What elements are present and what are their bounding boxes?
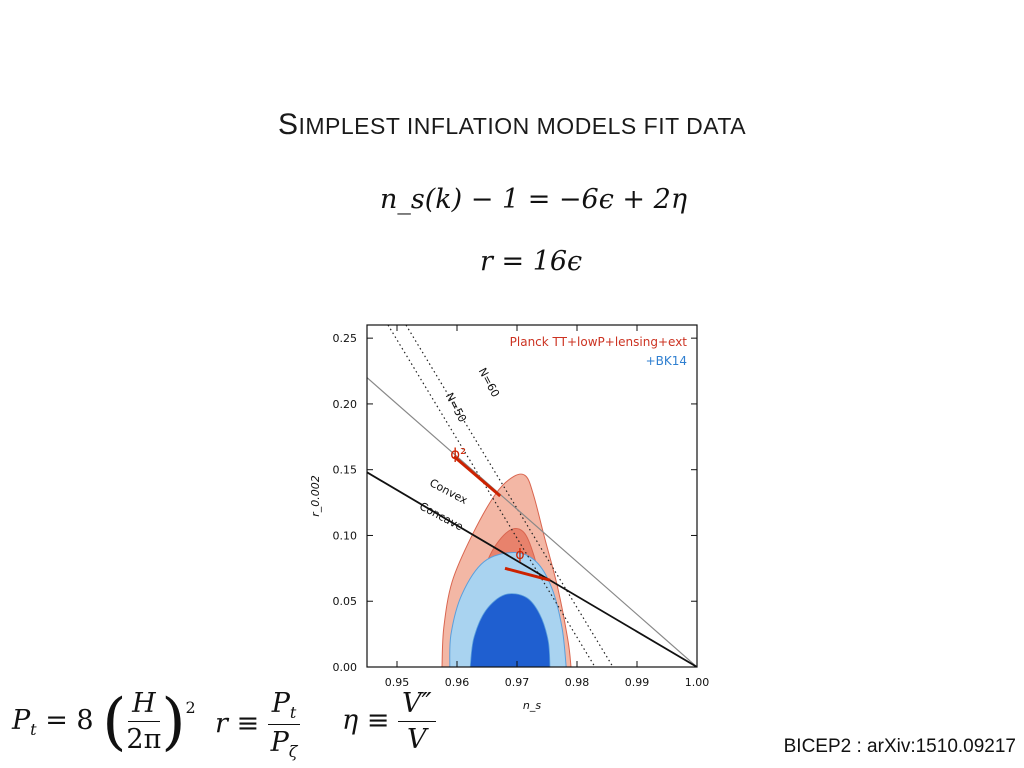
equation-tensor-ratio: r = 16ϵ xyxy=(480,246,583,277)
pt-lhs-sub: t xyxy=(30,720,37,739)
pt-den: 2π xyxy=(126,724,162,755)
phi-label: ϕ xyxy=(515,547,524,563)
eta-fraction: V″ V xyxy=(397,688,436,755)
y-tick-label: 0.25 xyxy=(333,332,358,345)
y-tick-label: 0.20 xyxy=(333,398,358,411)
n50-dotted-line xyxy=(387,325,596,667)
x-tick-label: 0.98 xyxy=(565,676,590,689)
convex-concave-boundary-line xyxy=(367,471,697,667)
formula-row: Pt = 8 (H 2π)2 r ≡ Pt Pζ η ≡ V″ V xyxy=(12,682,482,762)
citation: BICEP2 : arXiv:1510.09217 xyxy=(783,736,1016,757)
eta-num: V″ xyxy=(397,688,436,722)
r-num-sub: t xyxy=(289,703,297,722)
y-axis-label: r_0.002 xyxy=(309,475,322,517)
concave-label: Concave xyxy=(417,500,465,534)
formula-r-def: r ≡ Pt Pζ xyxy=(215,688,301,761)
r-den: P xyxy=(270,727,289,758)
formula-eta-def: η ≡ V″ V xyxy=(342,688,436,755)
phi2-red-segment xyxy=(453,455,502,498)
x-tick-label: 0.96 xyxy=(445,676,470,689)
x-axis-label: n_s xyxy=(523,699,541,712)
eta-lhs: η ≡ xyxy=(342,705,390,736)
eta-den: V xyxy=(407,724,427,755)
equation-spectral-index: n_s(k) − 1 = −6ϵ + 2η xyxy=(380,184,687,215)
r-fraction: Pt Pζ xyxy=(267,688,301,761)
legend-entry: Planck TT+lowP+lensing+ext xyxy=(510,335,688,349)
formula-tensor-power: Pt = 8 (H 2π)2 xyxy=(12,684,196,758)
x-tick-label: 0.99 xyxy=(625,676,650,689)
plot-frame xyxy=(366,324,698,668)
inflation-constraint-chart: 0.95 0.96 0.97 0.98 0.99 1.00 0.00 0.05 0.10 0.15… xyxy=(309,324,710,712)
n60-dotted-line xyxy=(405,325,614,667)
pt-lhs: P xyxy=(12,705,31,736)
x-tick-label: 0.97 xyxy=(505,676,530,689)
y-tick-label: 0.10 xyxy=(333,529,358,542)
pt-eq: = 8 xyxy=(45,705,94,736)
phi-red-segment xyxy=(504,566,551,582)
phi2-label: ϕ² xyxy=(450,445,466,463)
title-rest: implest inflation models fit data xyxy=(298,113,747,139)
legend-entry: +BK14 xyxy=(646,354,687,368)
y-tick-label: 0.00 xyxy=(333,661,358,674)
title-first-letter: S xyxy=(277,108,299,141)
pt-fraction: H 2π xyxy=(126,688,161,755)
bk14-68-contour xyxy=(469,593,551,667)
y-tick-label: 0.05 xyxy=(333,595,358,608)
pt-power: 2 xyxy=(185,698,196,717)
phi-squared-gray-line xyxy=(367,377,697,667)
x-tick-label: 1.00 xyxy=(685,676,710,689)
r-den-sub: ζ xyxy=(288,742,298,761)
slide-title: Simplest inflation models fit data xyxy=(0,108,1024,142)
n60-label: N=60 xyxy=(476,366,502,400)
n50-label: N=50 xyxy=(443,391,469,425)
y-tick-label: 0.15 xyxy=(333,464,358,477)
x-tick-label: 0.95 xyxy=(385,676,410,689)
r-lhs: r ≡ xyxy=(215,708,260,739)
convex-label: Convex xyxy=(427,476,470,507)
r-num: P xyxy=(271,688,290,719)
pt-num: H xyxy=(128,688,160,722)
